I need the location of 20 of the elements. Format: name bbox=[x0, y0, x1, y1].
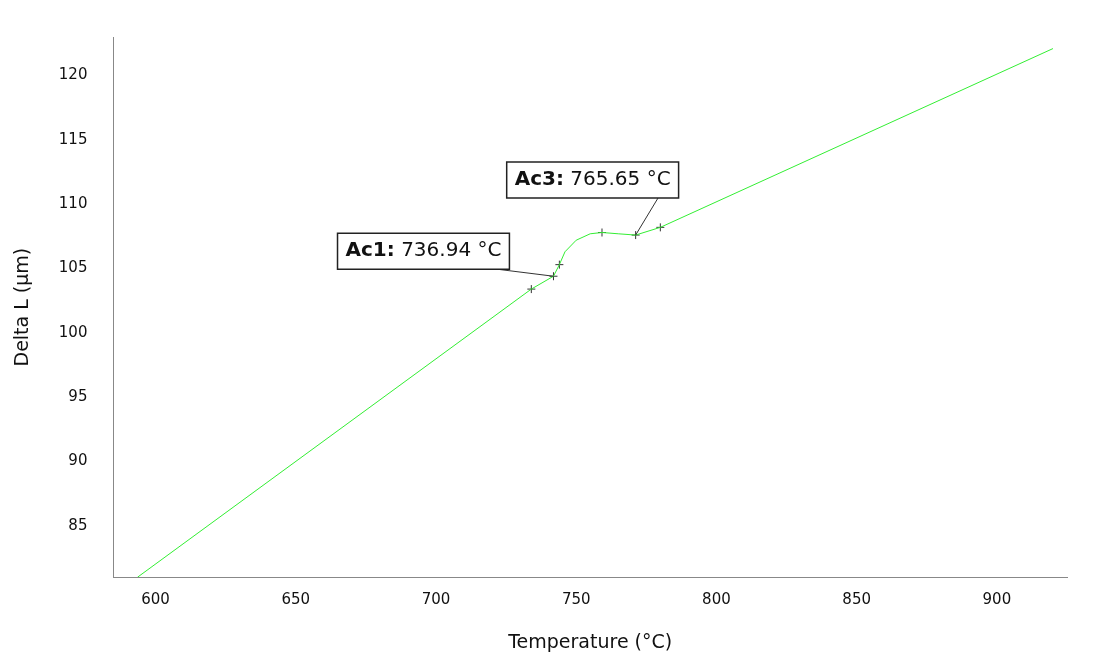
y-tick-label: 120 bbox=[58, 65, 88, 84]
point bbox=[526, 284, 536, 294]
x-tick-label: 650 bbox=[281, 590, 311, 609]
x-tick-label: 850 bbox=[842, 590, 871, 609]
x-tick-label: 750 bbox=[561, 590, 591, 609]
y-tick-label: 100 bbox=[58, 322, 88, 341]
y-tick-label: 105 bbox=[58, 258, 88, 277]
y-tick-label: 85 bbox=[68, 515, 88, 534]
y-tick-label: 95 bbox=[68, 387, 88, 406]
y-tick-label: 90 bbox=[68, 451, 88, 470]
x-tick-label: 800 bbox=[702, 590, 731, 609]
x-tick-label: 700 bbox=[421, 590, 451, 609]
y-tick-label: 110 bbox=[58, 194, 88, 213]
annotation: Ac1: 736.94 °C bbox=[345, 237, 502, 262]
x-axis-title: Temperature (°C) bbox=[507, 629, 673, 652]
annotation: Ac3: 765.65 °C bbox=[514, 166, 671, 191]
x-tick-label: 900 bbox=[982, 590, 1012, 609]
y-axis-title: Delta L (µm) bbox=[10, 247, 33, 367]
y-tick-label: 115 bbox=[58, 129, 88, 148]
x-tick-label: 600 bbox=[141, 590, 170, 609]
